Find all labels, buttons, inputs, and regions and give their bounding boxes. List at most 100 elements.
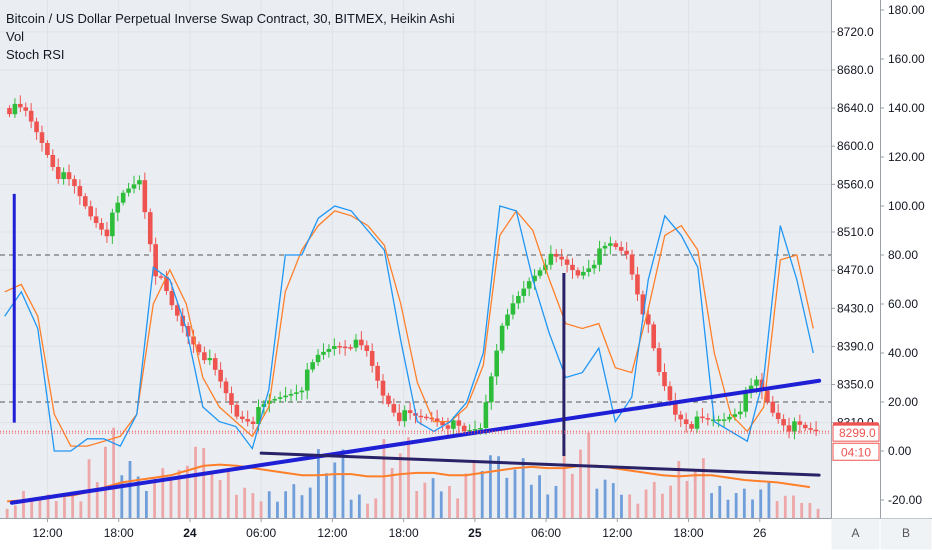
volume-bar <box>611 483 615 518</box>
volume-bar <box>628 494 632 518</box>
stoch-d-line <box>4 209 814 447</box>
volume-bar <box>652 481 656 518</box>
volume-bar <box>46 494 50 518</box>
candle-body <box>315 354 321 363</box>
volume-bar <box>783 495 787 518</box>
candle-body <box>310 362 315 370</box>
candle-body <box>629 254 635 275</box>
price-tick-label: 8680.0 <box>837 63 874 77</box>
chart-legend: Bitcoin / US Dollar Perpetual Inverse Sw… <box>6 10 455 64</box>
candle-body <box>608 243 613 246</box>
volume-bar <box>661 493 664 518</box>
candle-body <box>488 376 494 403</box>
candle-body <box>299 390 305 393</box>
volume-bar <box>685 480 689 518</box>
candle-body <box>597 248 602 265</box>
oscillator-tick-label: 20.00 <box>888 395 918 409</box>
volume-bar <box>95 482 99 518</box>
candle-body <box>250 421 256 425</box>
volume-bar <box>497 456 500 518</box>
candle-body <box>775 412 781 420</box>
candle-body <box>12 103 18 115</box>
oscillator-tick-label: 140.00 <box>888 101 925 115</box>
volume-bar <box>38 499 42 518</box>
volume-bar <box>22 490 25 518</box>
candle-body <box>72 179 77 187</box>
volume-bar <box>554 485 558 518</box>
trendline-2[interactable] <box>259 451 821 477</box>
candle-body <box>705 418 711 420</box>
candle-body <box>521 288 527 296</box>
time-tick-label: 12:00 <box>32 526 62 540</box>
candle-body <box>445 425 451 429</box>
candle-body <box>88 206 93 217</box>
volume-bar <box>595 488 599 518</box>
candle-body <box>710 419 716 422</box>
symbol-title[interactable]: Bitcoin / US Dollar Perpetual Inverse Sw… <box>6 11 455 26</box>
candle-body <box>115 202 121 213</box>
candle-body <box>451 420 456 429</box>
candle-body <box>483 402 489 429</box>
candle-body <box>223 381 229 394</box>
candle-body <box>456 420 462 426</box>
candle-body <box>288 393 294 396</box>
candle-body <box>727 416 732 420</box>
volume-bar <box>513 469 517 518</box>
price-tick-label: 8350.0 <box>837 378 874 392</box>
oscillator-axis-area[interactable] <box>880 0 932 518</box>
oscillator-tick-label: 120.00 <box>888 150 925 164</box>
candle-body <box>564 259 570 265</box>
time-tick-label: 24 <box>183 526 197 540</box>
candle-body <box>304 369 310 391</box>
oscillator-tick-label: 40.00 <box>888 346 918 360</box>
countdown-tag-label: 04:10 <box>841 445 871 459</box>
candle-body <box>575 270 581 276</box>
candle-body <box>765 390 770 402</box>
lower-price-tag-label: 8299.0 <box>839 426 876 440</box>
time-tick-label: 12:00 <box>317 526 347 540</box>
volume-bar <box>464 473 468 518</box>
volume-bar <box>579 449 582 518</box>
candle-body <box>391 404 397 413</box>
oscillator-tick-label: 0.00 <box>888 444 912 458</box>
candle-body <box>651 324 656 349</box>
stoch-rsi-indicator-label[interactable]: Stoch RSI <box>6 47 65 62</box>
volume-bar <box>341 449 345 518</box>
volume-indicator-label[interactable]: Vol <box>6 29 25 44</box>
candle-body <box>472 429 478 431</box>
candle-body <box>283 395 288 398</box>
candle-body <box>662 371 667 387</box>
candle-body <box>99 222 104 230</box>
volume-bar <box>13 505 17 518</box>
trendline-1[interactable] <box>9 378 822 505</box>
candle-body <box>700 416 705 419</box>
volume-bar <box>333 462 337 518</box>
candle-body <box>337 346 343 348</box>
candle-body <box>45 142 50 155</box>
candle-body <box>369 350 375 366</box>
candle-body <box>440 421 445 426</box>
candle-body <box>331 346 337 349</box>
candle-body <box>104 229 110 237</box>
volume-bar <box>792 495 795 518</box>
scale-button-b[interactable] <box>880 518 932 550</box>
candle-body <box>553 253 559 257</box>
price-tick-label: 8390.0 <box>837 339 874 353</box>
candle-body <box>640 294 646 315</box>
scale-button-a[interactable] <box>831 518 880 550</box>
volume-bar <box>562 448 566 518</box>
candle-body <box>478 428 483 430</box>
volume-bar <box>767 482 771 518</box>
oscillator-tick-label: 160.00 <box>888 52 925 66</box>
time-tick-label: 06:00 <box>246 526 276 540</box>
candle-body <box>434 418 440 422</box>
candle-body <box>348 347 353 349</box>
candle-body <box>66 172 72 180</box>
volume-bar <box>161 468 165 518</box>
time-tick-label: 18:00 <box>674 526 704 540</box>
candle-body <box>802 424 808 429</box>
candle-body <box>532 275 537 282</box>
volume-bar <box>587 432 591 518</box>
price-tick-label: 8720.0 <box>837 25 874 39</box>
